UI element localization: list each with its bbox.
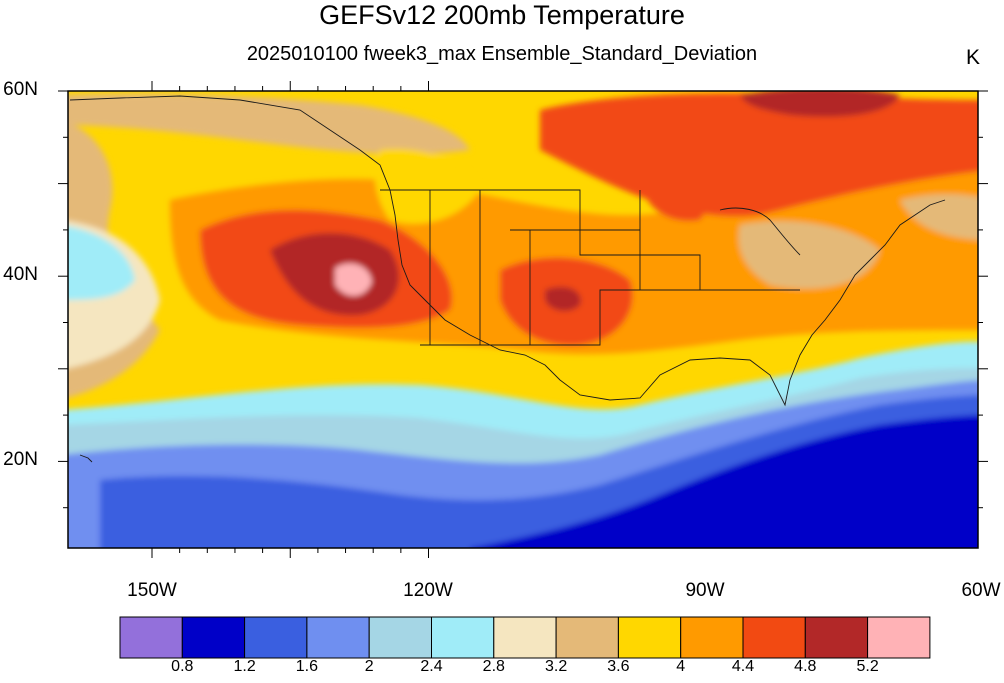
colorbar-label: 2 [364,658,374,675]
map-subtitle: 2025010100 fweek3_max Ensemble_Standard_… [246,43,758,65]
colorbar-label: 2.4 [420,658,443,675]
colorbar-label: 4 [676,658,686,675]
colorbar-label: 5.2 [856,658,879,675]
lat-label-60n: 60N [3,79,38,100]
colorbar-swatch [867,616,931,659]
colorbar-label: 0.8 [171,658,194,675]
lon-label-60w: 60W [961,580,1001,601]
lon-label-120w: 120W [403,580,453,601]
colorbar-swatch [742,616,806,659]
colorbar-label: 1.6 [295,658,319,675]
map-title: GEFSv12 200mb Temperature [319,0,685,30]
colorbar-swatch [804,616,869,659]
lon-label-90w: 90W [685,580,725,601]
colorbar-label: 4.8 [794,658,817,675]
colorbar-swatch [431,616,495,659]
lon-label-150w: 150W [127,580,177,601]
colorbar-swatch [181,616,246,659]
lat-label-20n: 20N [3,449,38,470]
colorbar-swatch [617,616,682,659]
map-frame [67,90,979,549]
colorbar-label: 3.2 [544,658,568,675]
coastlines [69,95,946,463]
axis-ticks [58,81,988,558]
units-label: K [966,46,981,69]
colorbar-swatch [493,616,557,659]
colorbar-label: 3.6 [607,658,630,675]
colorbar [119,616,931,659]
colorbar-label: 4.4 [731,658,755,675]
colorbar-swatch [244,616,308,659]
lat-label-40n: 40N [3,264,38,285]
temperature-field [68,91,978,548]
colorbar-swatch [368,616,433,659]
colorbar-swatch [555,616,619,659]
colorbar-swatch [306,616,370,659]
colorbar-label: 1.2 [233,658,256,675]
colorbar-swatch [680,616,744,659]
colorbar-label: 2.8 [482,658,505,675]
colorbar-swatch [119,616,183,659]
